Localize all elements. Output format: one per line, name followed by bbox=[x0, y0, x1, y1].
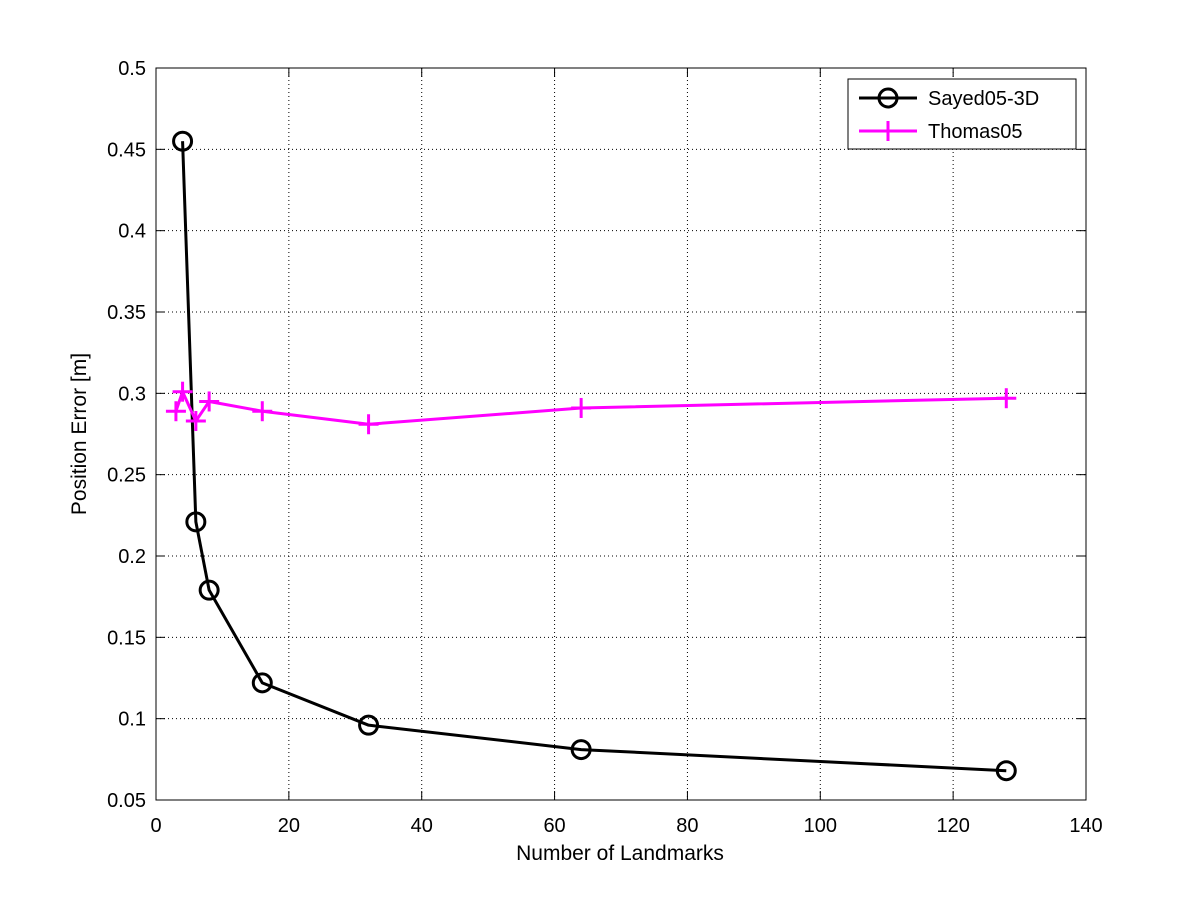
x-axis-title: Number of Landmarks bbox=[516, 842, 724, 865]
data-point-thomas05 bbox=[199, 391, 220, 412]
series-thomas05 bbox=[165, 381, 1017, 435]
data-point-thomas05 bbox=[172, 381, 193, 402]
series-sayed05-3d bbox=[172, 130, 1017, 782]
plot-background bbox=[156, 68, 1086, 800]
y-tick-label: 0.05 bbox=[107, 790, 146, 812]
tick-labels: 0 20 40 60 80 100 120 140 0.05 0.1 0.15 0.2 0.25 0.3 0… bbox=[107, 58, 1103, 837]
data-point-sayed05-3d bbox=[570, 739, 592, 761]
y-tick-label: 0.15 bbox=[107, 627, 146, 649]
data-point-thomas05 bbox=[358, 414, 379, 435]
x-tick-label: 20 bbox=[278, 815, 300, 837]
legend-entry-sayed05-3d: Sayed05-3D bbox=[859, 87, 1039, 110]
x-tick-label: 60 bbox=[543, 815, 565, 837]
x-tick-label: 120 bbox=[936, 815, 969, 837]
series-line-thomas05 bbox=[174, 390, 1007, 426]
data-point-thomas05 bbox=[571, 397, 592, 418]
series-line-sayed05-3d bbox=[181, 141, 1007, 773]
x-tick-label: 40 bbox=[411, 815, 433, 837]
plot-frame bbox=[155, 67, 1087, 801]
x-tick-label: 140 bbox=[1069, 815, 1102, 837]
y-tick-label: 0.2 bbox=[118, 546, 146, 568]
data-point-sayed05-3d bbox=[251, 672, 273, 694]
data-series bbox=[165, 130, 1017, 782]
data-point-sayed05-3d bbox=[995, 760, 1017, 782]
data-point-sayed05-3d bbox=[198, 579, 220, 601]
grid-lines bbox=[156, 68, 1086, 800]
y-tick-label: 0.3 bbox=[118, 383, 146, 405]
y-tick-label: 0.5 bbox=[118, 58, 146, 80]
y-tick-label: 0.35 bbox=[107, 302, 146, 324]
data-point-thomas05 bbox=[252, 401, 273, 422]
legend-marker-plus-icon bbox=[878, 121, 898, 141]
legend-label: Thomas05 bbox=[928, 121, 1023, 143]
data-point-thomas05 bbox=[996, 388, 1017, 409]
legend-marker-circle-icon bbox=[877, 87, 899, 109]
data-point-sayed05-3d bbox=[172, 130, 194, 152]
data-point-sayed05-3d bbox=[358, 714, 380, 736]
y-axis-title: Position Error [m] bbox=[68, 353, 91, 515]
legend-label: Sayed05-3D bbox=[928, 88, 1039, 110]
data-point-sayed05-3d bbox=[185, 511, 207, 533]
data-point-thomas05 bbox=[165, 401, 186, 422]
data-point-thomas05 bbox=[185, 410, 206, 431]
y-tick-label: 0.1 bbox=[118, 709, 146, 731]
y-tick-label: 0.45 bbox=[107, 139, 146, 161]
y-tick-label: 0.4 bbox=[118, 221, 146, 243]
y-tick-label: 0.25 bbox=[107, 465, 146, 487]
x-tick-label: 80 bbox=[676, 815, 698, 837]
x-tick-label: 0 bbox=[150, 815, 161, 837]
x-tick-label: 100 bbox=[804, 815, 837, 837]
legend-entry-thomas05: Thomas05 bbox=[859, 121, 1023, 143]
legend: Sayed05-3D Thomas05 bbox=[847, 78, 1077, 150]
